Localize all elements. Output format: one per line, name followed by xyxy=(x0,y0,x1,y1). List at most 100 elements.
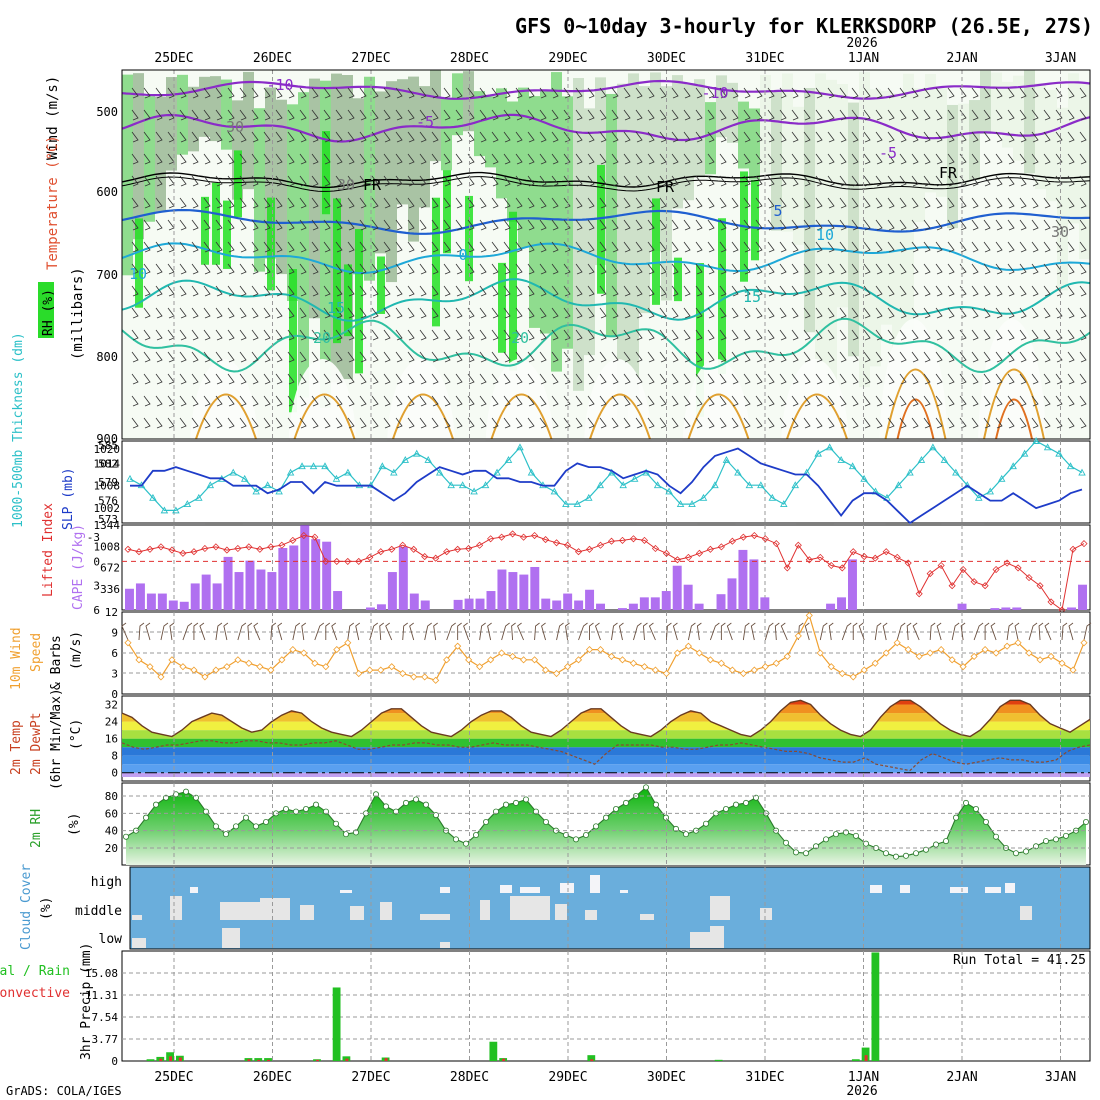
wind-barb xyxy=(1031,307,1039,319)
wind-barb xyxy=(827,197,835,209)
wind-barb xyxy=(995,131,1003,143)
rh-shade-cell xyxy=(639,86,650,314)
wind-barb xyxy=(1079,417,1087,429)
rh-shade-cell xyxy=(199,76,210,137)
wind-barb xyxy=(575,351,583,363)
thickness-marker xyxy=(860,474,868,482)
rh-marker xyxy=(893,853,900,860)
wind10-marker xyxy=(541,666,550,674)
year-label-bottom: 2026 xyxy=(846,1084,877,1099)
wind-barb xyxy=(767,109,775,121)
rh-marker xyxy=(933,841,940,848)
wind10-barb xyxy=(402,622,408,641)
wind-barb xyxy=(815,417,823,429)
wind-barb xyxy=(131,307,139,319)
temperature-band xyxy=(122,755,1090,765)
wind-barb xyxy=(935,175,943,187)
wind-barb xyxy=(611,175,619,187)
wind-barb xyxy=(287,219,295,231)
wind-barb xyxy=(215,197,223,209)
wind-barb xyxy=(947,153,955,165)
wind-barb xyxy=(899,241,907,253)
wind-barb xyxy=(863,285,871,297)
rh-marker xyxy=(422,801,429,808)
warm-contour xyxy=(884,368,947,440)
wind-barb xyxy=(731,197,739,209)
wind10-barb xyxy=(642,622,648,641)
rh-marker xyxy=(793,849,800,856)
wind-barb xyxy=(779,87,787,99)
wind-barb xyxy=(959,373,967,385)
wind-barb xyxy=(779,395,787,407)
wind-barb xyxy=(131,131,139,143)
rh-saturated-cell xyxy=(289,269,297,413)
thickness-marker xyxy=(263,481,272,489)
wind-barb xyxy=(239,175,247,187)
wind-barb xyxy=(527,219,535,231)
wind-barb xyxy=(131,153,139,165)
wind-barb xyxy=(527,373,535,385)
li-line xyxy=(127,533,1085,611)
wind-barb xyxy=(563,131,571,143)
wind-barb xyxy=(779,175,787,187)
wind-barb xyxy=(719,219,727,231)
wind-barb xyxy=(623,285,631,297)
wind-barb xyxy=(347,219,355,231)
wind-barb xyxy=(1043,219,1051,231)
wind-barb xyxy=(515,373,523,385)
wind-barb xyxy=(131,109,139,121)
upper-ylabel-rh: RH (%) xyxy=(41,289,56,336)
wind-barb xyxy=(563,109,571,121)
wind-barb xyxy=(995,241,1003,253)
wind-barb xyxy=(1067,109,1075,121)
temperature-contour xyxy=(121,176,1091,192)
wind-barb xyxy=(275,219,283,231)
cape-tick: 672 xyxy=(100,562,120,575)
wind-barb xyxy=(899,373,907,385)
rh-marker xyxy=(1063,832,1070,839)
wind-barb xyxy=(935,373,943,385)
wind-barb xyxy=(335,307,343,319)
wind-barb xyxy=(191,395,199,407)
contour-label: FR xyxy=(939,164,958,182)
wind-barb xyxy=(275,395,283,407)
wind-barb xyxy=(395,395,403,407)
wind-barb xyxy=(227,351,235,363)
wind-barb xyxy=(551,395,559,407)
contour-label: 30 xyxy=(226,118,244,136)
wind-barb xyxy=(851,131,859,143)
wind-barb xyxy=(515,351,523,363)
wind-barb xyxy=(695,329,703,341)
precip-conv-bar xyxy=(159,1058,163,1061)
wind10-barb xyxy=(804,622,810,641)
wind-barb xyxy=(179,263,187,275)
wind-barb xyxy=(923,175,931,187)
wind-barb xyxy=(131,197,139,209)
li-marker xyxy=(322,557,330,565)
wind-barb xyxy=(875,395,883,407)
wind-barb xyxy=(611,417,619,429)
wind-barb xyxy=(131,87,139,99)
wind-barb xyxy=(899,263,907,275)
temperature-band xyxy=(122,713,1090,722)
wind-barb xyxy=(599,219,607,231)
wind-barb xyxy=(779,263,787,275)
thickness-marker xyxy=(286,468,295,476)
cloud-high-block xyxy=(620,890,628,893)
wind10-barb xyxy=(696,622,702,641)
wind-barb xyxy=(839,329,847,341)
wind-barb xyxy=(323,197,331,209)
wind-barb xyxy=(407,153,415,165)
li-marker xyxy=(1003,559,1011,567)
wind-barb xyxy=(635,373,643,385)
warm-contour xyxy=(983,368,1045,440)
wind-barb xyxy=(695,109,703,121)
wind10-ylabel-4: (m/s) xyxy=(69,631,84,670)
wind-barb xyxy=(731,109,739,121)
wind-barb xyxy=(755,219,763,231)
wind-barb xyxy=(683,153,691,165)
wind-barb xyxy=(155,395,163,407)
t2m-line xyxy=(121,699,1091,738)
wind-barb xyxy=(827,87,835,99)
wind-barb xyxy=(611,241,619,253)
